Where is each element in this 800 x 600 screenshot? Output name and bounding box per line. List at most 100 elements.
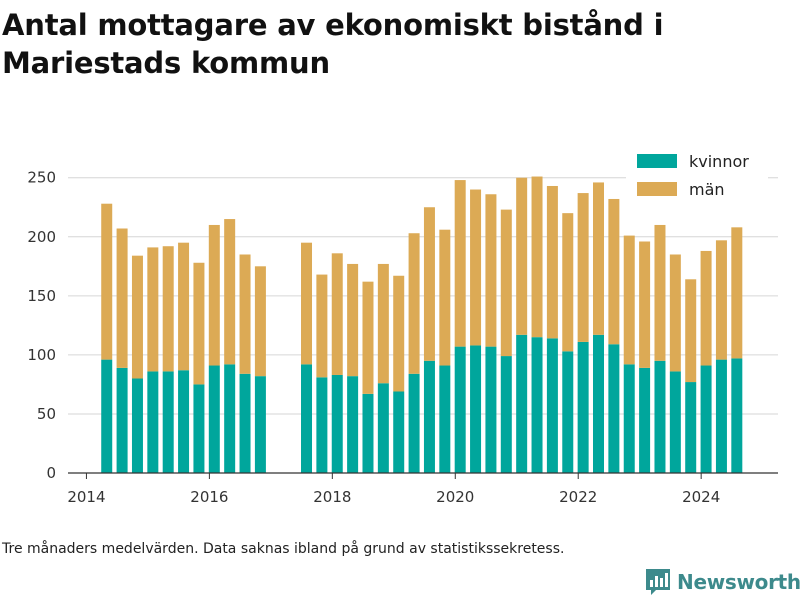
bar-män <box>116 228 128 368</box>
bar-män <box>393 275 405 392</box>
bar-chart-logo-icon <box>646 569 670 595</box>
bar-män <box>485 194 497 347</box>
bar-män <box>301 242 313 365</box>
bar-män <box>362 281 374 394</box>
y-tick-label: 50 <box>37 405 56 423</box>
legend-label-kvinnor: kvinnor <box>689 152 749 171</box>
bar-kvinnor <box>608 344 620 473</box>
bar-män <box>423 207 435 361</box>
bar-kvinnor <box>531 337 543 473</box>
bar-män <box>224 219 236 365</box>
bar-män <box>700 250 712 366</box>
bar-män <box>147 247 159 372</box>
bar-kvinnor <box>516 334 528 473</box>
bar-män <box>347 263 359 377</box>
bar-kvinnor <box>408 373 420 473</box>
bar-kvinnor <box>162 371 174 473</box>
bar-kvinnor <box>485 346 497 473</box>
bar-kvinnor <box>731 358 743 473</box>
legend: kvinnor män <box>626 146 768 204</box>
legend-label-män: män <box>689 180 725 199</box>
bar-kvinnor <box>254 376 266 473</box>
x-tick-label: 2016 <box>190 488 228 506</box>
legend-swatch-kvinnor <box>637 154 677 168</box>
bar-kvinnor <box>669 371 681 473</box>
x-tick-label: 2020 <box>436 488 474 506</box>
bar-män <box>408 233 420 374</box>
y-tick-label: 0 <box>46 464 56 482</box>
bar-män <box>654 224 666 361</box>
bar-kvinnor <box>685 382 697 473</box>
bar-kvinnor <box>178 370 190 473</box>
brand-name: Newsworthy <box>677 570 800 594</box>
bar-kvinnor <box>639 367 651 473</box>
bar-män <box>731 227 743 359</box>
bar-kvinnor <box>377 383 389 473</box>
y-tick-label: 150 <box>27 287 56 305</box>
bar-kvinnor <box>423 360 435 473</box>
bar-män <box>131 255 143 379</box>
footnote: Tre månaders medelvärden. Data saknas ib… <box>2 541 565 557</box>
bars <box>101 176 743 473</box>
bar-kvinnor <box>362 393 374 473</box>
bar-kvinnor <box>654 360 666 473</box>
brand-logo[interactable]: Newsworthy <box>645 567 800 597</box>
bar-män <box>593 182 605 335</box>
bar-kvinnor <box>593 334 605 473</box>
bar-kvinnor <box>500 356 512 473</box>
bar-kvinnor <box>546 338 558 473</box>
bar-kvinnor <box>454 346 466 473</box>
bar-kvinnor <box>316 377 328 473</box>
bar-män <box>623 235 635 365</box>
bar-kvinnor <box>301 364 313 473</box>
bar-män <box>546 185 558 339</box>
bar-kvinnor <box>623 364 635 473</box>
bar-män <box>500 209 512 357</box>
bar-män <box>562 213 574 352</box>
bar-män <box>208 224 220 366</box>
x-tick-label: 2018 <box>313 488 351 506</box>
bar-kvinnor <box>193 384 205 473</box>
bar-kvinnor <box>116 367 128 473</box>
bar-kvinnor <box>101 359 113 473</box>
bar-kvinnor <box>331 374 343 473</box>
bar-män <box>193 262 205 385</box>
bar-män <box>577 193 589 342</box>
bar-kvinnor <box>208 365 220 473</box>
legend-swatch-män <box>637 182 677 196</box>
bar-män <box>531 176 543 338</box>
bar-kvinnor <box>147 371 159 473</box>
bar-män <box>439 229 451 366</box>
bar-män <box>316 274 328 378</box>
bar-män <box>101 203 113 360</box>
bar-kvinnor <box>239 373 251 473</box>
bar-kvinnor <box>439 365 451 473</box>
bar-män <box>239 254 251 374</box>
bar-kvinnor <box>470 345 482 473</box>
bar-män <box>377 263 389 384</box>
bar-män <box>715 240 727 360</box>
bar-män <box>669 254 681 372</box>
bar-män <box>639 241 651 368</box>
bar-kvinnor <box>393 391 405 473</box>
y-tick-label: 200 <box>27 228 56 246</box>
bar-kvinnor <box>562 351 574 473</box>
bar-kvinnor <box>224 364 236 473</box>
bar-män <box>685 279 697 383</box>
bar-kvinnor <box>700 365 712 473</box>
bar-män <box>470 189 482 346</box>
x-tick-label: 2024 <box>682 488 720 506</box>
bar-män <box>178 242 190 371</box>
chart-title: Antal mottagare av ekonomiskt bistånd i … <box>2 8 664 80</box>
x-tick-label: 2014 <box>67 488 105 506</box>
bar-män <box>162 246 174 372</box>
axes: 0 50 100 150 200 250 2014 2016 2018 2020 2022 2024 <box>27 169 778 506</box>
bar-kvinnor <box>715 359 727 473</box>
bar-män <box>454 180 466 347</box>
x-tick-label: 2022 <box>559 488 597 506</box>
y-tick-label: 100 <box>27 346 56 364</box>
bar-män <box>331 253 343 375</box>
bar-kvinnor <box>347 376 359 473</box>
